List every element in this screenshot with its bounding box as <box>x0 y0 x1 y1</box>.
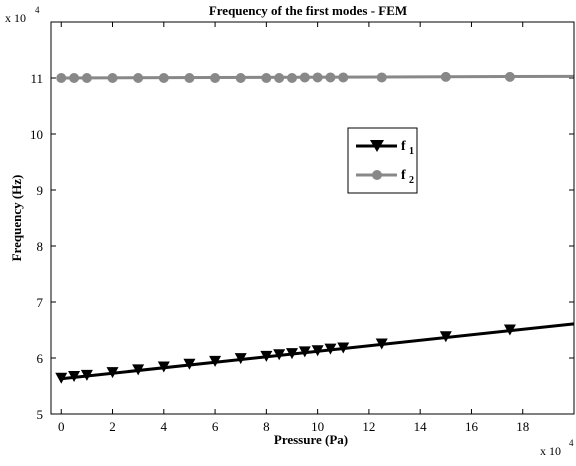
data-point-f1 <box>439 331 452 343</box>
data-point-f1 <box>311 345 324 357</box>
data-point-f2 <box>286 73 297 83</box>
data-point-f2 <box>158 73 169 83</box>
data-point-f2 <box>69 73 80 83</box>
data-point-f1 <box>260 350 273 362</box>
data-point-f1 <box>132 364 145 376</box>
legend-subscript-f2: 2 <box>409 175 414 186</box>
legend-entry-f2: f 2 <box>356 168 414 186</box>
y-tick-label: 11 <box>30 71 43 86</box>
legend-marker-circle <box>372 170 382 180</box>
x-tick-label: 16 <box>465 419 479 434</box>
x-tick-label: 6 <box>212 419 219 434</box>
data-point-f2 <box>504 71 515 82</box>
data-point-f2 <box>261 73 272 83</box>
chart-title: Frequency of the first modes - FEM <box>209 3 407 18</box>
y-tick-label: 10 <box>30 127 43 142</box>
legend-box <box>347 127 418 194</box>
x-exponent-label: x 10 4 <box>540 438 574 458</box>
data-point-f2 <box>235 73 246 83</box>
data-point-f1 <box>106 367 119 379</box>
legend-label-f1: f <box>401 139 406 154</box>
data-point-f2 <box>338 72 349 83</box>
data-point-f1 <box>55 372 68 384</box>
data-point-f1 <box>80 369 93 381</box>
y-tick-label: 6 <box>37 351 44 366</box>
x-tick-label: 2 <box>109 419 116 434</box>
data-point-f2 <box>440 71 451 82</box>
y-tick-label: 9 <box>37 183 44 198</box>
x-axis-label: Pressure (Pa) <box>274 432 348 447</box>
y-tick-label: 5 <box>37 407 44 422</box>
data-point-f1 <box>298 346 311 358</box>
x-tick-label: 8 <box>263 419 270 434</box>
data-point-f2 <box>210 73 221 83</box>
data-point-f2 <box>81 73 92 83</box>
y-exponent-base: x 10 <box>5 11 26 25</box>
x-tick-label: 0 <box>58 419 65 434</box>
data-point-f2 <box>299 72 310 83</box>
y-tick-label: 8 <box>37 239 44 254</box>
y-axis-ticks: 5 6 7 8 9 10 11 <box>30 71 574 422</box>
y-tick-label: 7 <box>37 295 44 310</box>
x-tick-label: 4 <box>161 419 168 434</box>
data-point-f1 <box>324 343 337 355</box>
series-2 <box>56 71 575 83</box>
plot-frame <box>50 21 575 415</box>
x-tick-label: 12 <box>362 419 375 434</box>
data-point-f1 <box>157 361 170 373</box>
legend-marker-triangle-down <box>370 140 384 152</box>
legend-entry-f1: f 1 <box>356 139 414 157</box>
x-tick-label: 18 <box>516 419 529 434</box>
data-point-f1 <box>68 371 81 383</box>
x-exponent-power: 4 <box>569 438 574 448</box>
data-point-f1 <box>375 338 388 350</box>
x-axis-ticks: 0 2 4 6 8 10 12 14 16 18 <box>58 22 529 434</box>
data-point-f2 <box>376 72 387 83</box>
data-point-f1 <box>337 342 350 354</box>
y-exponent-label: x 10 4 <box>5 5 40 25</box>
data-point-f1 <box>209 355 222 367</box>
x-tick-label: 14 <box>414 419 428 434</box>
y-axis-label: Frequency (Hz) <box>9 175 24 262</box>
series-layer <box>55 71 575 384</box>
data-point-f2 <box>184 73 195 83</box>
data-point-f1 <box>234 353 247 365</box>
data-point-f2 <box>107 73 118 83</box>
legend-subscript-f1: 1 <box>409 146 414 157</box>
legend: f 1 f 2 <box>347 127 418 194</box>
data-point-f2 <box>133 73 144 83</box>
data-point-f1 <box>183 358 196 370</box>
data-point-f2 <box>56 73 67 83</box>
data-point-f2 <box>274 73 285 83</box>
x-tick-label: 10 <box>311 419 324 434</box>
data-point-f2 <box>325 72 336 83</box>
data-point-f1 <box>273 349 286 361</box>
x-exponent-base: x 10 <box>540 444 561 458</box>
data-point-f2 <box>312 72 323 83</box>
series-1 <box>55 322 575 384</box>
legend-label-f2: f <box>401 168 406 183</box>
y-exponent-power: 4 <box>35 5 40 15</box>
data-point-f1 <box>285 348 298 360</box>
data-point-f1 <box>503 324 516 336</box>
